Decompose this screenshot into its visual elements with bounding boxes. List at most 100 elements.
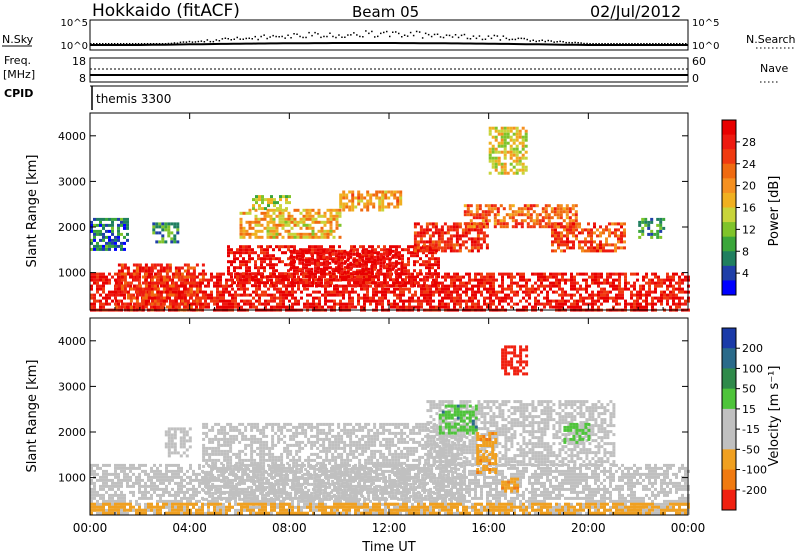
heatmap-cell [150,469,153,473]
heatmap-cell [132,490,135,494]
heatmap-cell [248,275,251,279]
heatmap-cell [339,196,343,200]
heatmap-cell [500,150,504,154]
heatmap-cell [330,293,333,297]
heatmap-cell [207,481,210,485]
heatmap-cell [138,478,141,482]
heatmap-cell [285,207,288,211]
heatmap-cell [168,499,171,503]
heatmap-cell [278,220,282,224]
heatmap-cell [571,204,575,208]
heatmap-cell [440,237,444,241]
heatmap-cell [650,229,654,233]
heatmap-cell [434,251,437,255]
heatmap-cell [367,270,371,274]
heatmap-cell [498,284,501,288]
heatmap-cell [393,287,396,291]
heatmap-cell [138,475,141,479]
heatmap-cell [301,267,305,271]
heatmap-cell [284,223,288,227]
heatmap-cell [506,171,510,175]
heatmap-cell [183,508,186,512]
heatmap-cell [396,199,400,203]
heatmap-cell [126,472,129,476]
heatmap-cell [517,213,521,217]
heatmap-cell [450,290,453,294]
heatmap-cell [481,219,485,223]
heatmap-cell [152,228,156,232]
heatmap-cell [267,287,270,291]
heatmap-cell [522,305,525,309]
heatmap-cell [364,252,368,256]
heatmap-cell [120,493,123,497]
heatmap-cell [488,171,492,175]
heatmap-cell [156,293,160,297]
heatmap-cell [141,287,144,291]
heatmap-cell [330,281,333,285]
nsearch-point [356,34,358,36]
heatmap-cell [333,287,336,291]
heatmap-cell [372,287,375,291]
heatmap-cell [347,251,350,255]
heatmap-cell [129,499,132,503]
heatmap-cell [332,257,335,261]
heatmap-cell [272,257,275,261]
heatmap-cell [591,296,594,300]
heatmap-cell [475,210,479,214]
heatmap-cell [342,275,345,279]
heatmap-cell [189,290,193,294]
heatmap-cell [641,229,645,233]
heatmap-cell [150,266,154,270]
heatmap-cell [467,237,471,241]
heatmap-cell [417,299,420,303]
heatmap-cell [475,225,479,229]
nsearch-point [131,43,134,45]
heatmap-cell [425,225,429,229]
heatmap-cell [373,258,377,262]
heatmap-cell [311,257,314,261]
heatmap-cell [493,225,497,229]
heatmap-cell [591,302,594,306]
heatmap-cell [507,275,510,279]
heatmap-cell [525,287,528,291]
heatmap-cell [561,287,564,291]
heatmap-cell [486,272,489,276]
heatmap-cell [554,231,557,235]
heatmap-cell [416,231,420,235]
heatmap-cell [266,278,269,282]
nsearch-point [188,40,191,43]
heatmap-cell [246,463,249,467]
nsearch-point [149,43,152,45]
heatmap-cell [359,245,362,249]
heatmap-cell [672,278,675,282]
heatmap-cell [296,220,300,224]
heatmap-cell [349,252,353,256]
heatmap-cell [123,499,126,503]
heatmap-cell [396,205,400,209]
heatmap-cell [681,281,684,285]
heatmap-cell [96,284,99,288]
heatmap-cell [659,217,663,221]
heatmap-cell [186,278,189,282]
heatmap-cell [260,245,263,249]
heatmap-cell [204,278,207,282]
heatmap-cell [470,246,474,250]
heatmap-cell [155,240,159,244]
heatmap-cell [343,249,347,253]
heatmap-cell [93,490,96,494]
heatmap-cell [108,499,111,503]
heatmap-cell [350,275,353,279]
heatmap-cell [568,219,572,223]
heatmap-cell [173,240,177,244]
nsearch-point [658,43,660,45]
heatmap-cell [475,207,479,211]
heatmap-cell [111,496,114,500]
heatmap-cell [474,272,477,276]
heatmap-cell [374,281,377,285]
heatmap-cell [189,272,193,276]
heatmap-cell [512,132,516,136]
heatmap-cell [566,225,569,229]
heatmap-cell [606,275,609,279]
heatmap-cell [395,275,398,279]
heatmap-cell [458,237,462,241]
